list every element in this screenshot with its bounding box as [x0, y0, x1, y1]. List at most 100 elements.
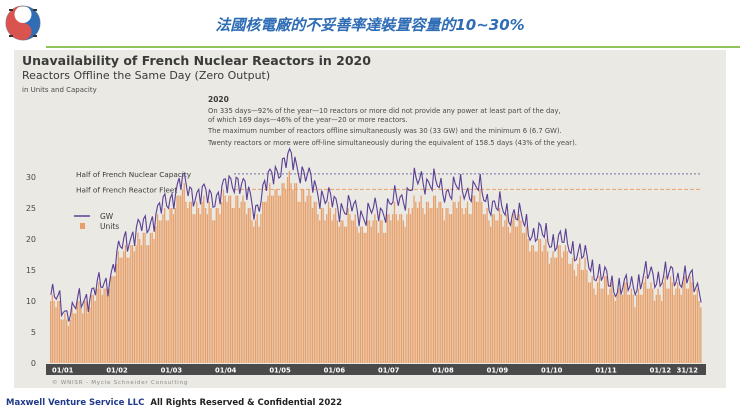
units-bar: [367, 220, 369, 363]
units-bar: [226, 201, 228, 363]
units-bar: [555, 257, 558, 363]
units-bar: [450, 214, 453, 363]
units-bar: [534, 251, 536, 363]
units-bar: [506, 214, 508, 363]
units-bar: [164, 208, 166, 363]
x-tick-label: 01/01: [52, 367, 74, 375]
annotation-line-2: of which 169 days—46% of the year—20 or …: [208, 116, 408, 124]
reference-line-label: Half of French Reactor Fleet: [76, 185, 177, 194]
units-bar: [110, 276, 112, 363]
units-bar: [532, 245, 535, 363]
units-bar: [516, 226, 519, 363]
units-bar: [219, 214, 221, 363]
units-bar: [343, 226, 346, 363]
units-bar: [575, 276, 577, 363]
x-tick-label: 01/12: [650, 367, 672, 375]
units-bar: [643, 282, 645, 363]
units-bar: [466, 201, 469, 363]
units-bar: [144, 232, 146, 363]
units-bar: [498, 208, 501, 363]
units-bar: [689, 276, 691, 363]
units-bar: [352, 220, 355, 363]
units-bar: [117, 251, 119, 363]
units-bar: [83, 301, 86, 363]
units-bar: [358, 232, 360, 363]
units-bar: [306, 195, 308, 363]
x-tick-label: 01/09: [487, 367, 509, 375]
units-bar: [548, 263, 551, 363]
units-bar: [340, 220, 342, 363]
units-bar: [406, 214, 408, 363]
units-bar: [443, 220, 445, 363]
units-bar: [349, 214, 351, 363]
units-bar: [418, 201, 421, 363]
legend-units-label: Units: [100, 222, 119, 231]
units-bar: [238, 208, 241, 363]
x-tick-label: 01/11: [595, 367, 617, 375]
units-bar: [552, 251, 554, 363]
units-bar: [229, 195, 232, 363]
units-bar: [359, 226, 362, 363]
units-bar: [685, 288, 688, 363]
y-tick-label: 25: [26, 204, 36, 213]
units-bar: [326, 214, 328, 363]
units-bar: [655, 294, 657, 363]
units-bar: [247, 208, 250, 363]
units-bar: [233, 208, 235, 363]
units-bar: [372, 220, 374, 363]
units-bar: [379, 220, 381, 363]
units-bar: [383, 232, 385, 363]
units-bar: [482, 214, 485, 363]
units-bar: [400, 214, 403, 363]
units-bar: [269, 183, 271, 363]
units-bar: [563, 251, 565, 363]
units-bar: [258, 226, 260, 363]
units-bar: [304, 201, 307, 363]
units-bar: [90, 294, 93, 363]
units-bar: [436, 208, 438, 363]
units-bar: [614, 301, 616, 363]
units-bar: [322, 208, 324, 363]
units-bar: [586, 270, 588, 363]
units-bar: [538, 239, 540, 363]
chart-subtitle: Reactors Offline the Same Day (Zero Outp…: [22, 69, 270, 82]
units-bar: [342, 220, 344, 363]
units-bar: [267, 195, 269, 363]
units-bar: [668, 288, 670, 363]
x-tick-label: 01/07: [378, 367, 400, 375]
units-bar: [484, 214, 486, 363]
units-bar: [500, 214, 502, 363]
units-bar: [628, 294, 631, 363]
units-bar: [140, 245, 143, 363]
units-bar: [199, 214, 201, 363]
company-logo: [5, 5, 41, 41]
units-bar: [208, 201, 210, 363]
units-bar: [539, 239, 542, 363]
units-bar: [536, 251, 538, 363]
units-bar: [142, 232, 144, 363]
units-bar: [648, 288, 650, 363]
units-bar: [228, 195, 230, 363]
units-bar: [237, 195, 239, 363]
units-bar: [374, 214, 376, 363]
y-tick-label: 5: [31, 328, 36, 337]
units-bar: [457, 201, 460, 363]
units-bar: [425, 201, 428, 363]
y-tick-label: 0: [31, 359, 36, 368]
units-bar: [66, 319, 68, 363]
units-bar: [196, 201, 198, 363]
units-bar: [691, 282, 693, 363]
units-bar: [381, 220, 383, 363]
x-tick-label: 01/05: [269, 367, 291, 375]
units-bar: [422, 208, 424, 363]
units-bar: [486, 208, 488, 363]
units-bar: [577, 263, 579, 363]
units-bar: [611, 282, 613, 363]
units-bar: [600, 288, 602, 363]
units-bar: [593, 288, 595, 363]
units-bar: [561, 257, 563, 363]
units-bar: [415, 201, 417, 363]
footer-company: Maxwell Venture Service LLC: [6, 398, 145, 408]
units-bar: [197, 208, 200, 363]
units-bar: [673, 294, 675, 363]
